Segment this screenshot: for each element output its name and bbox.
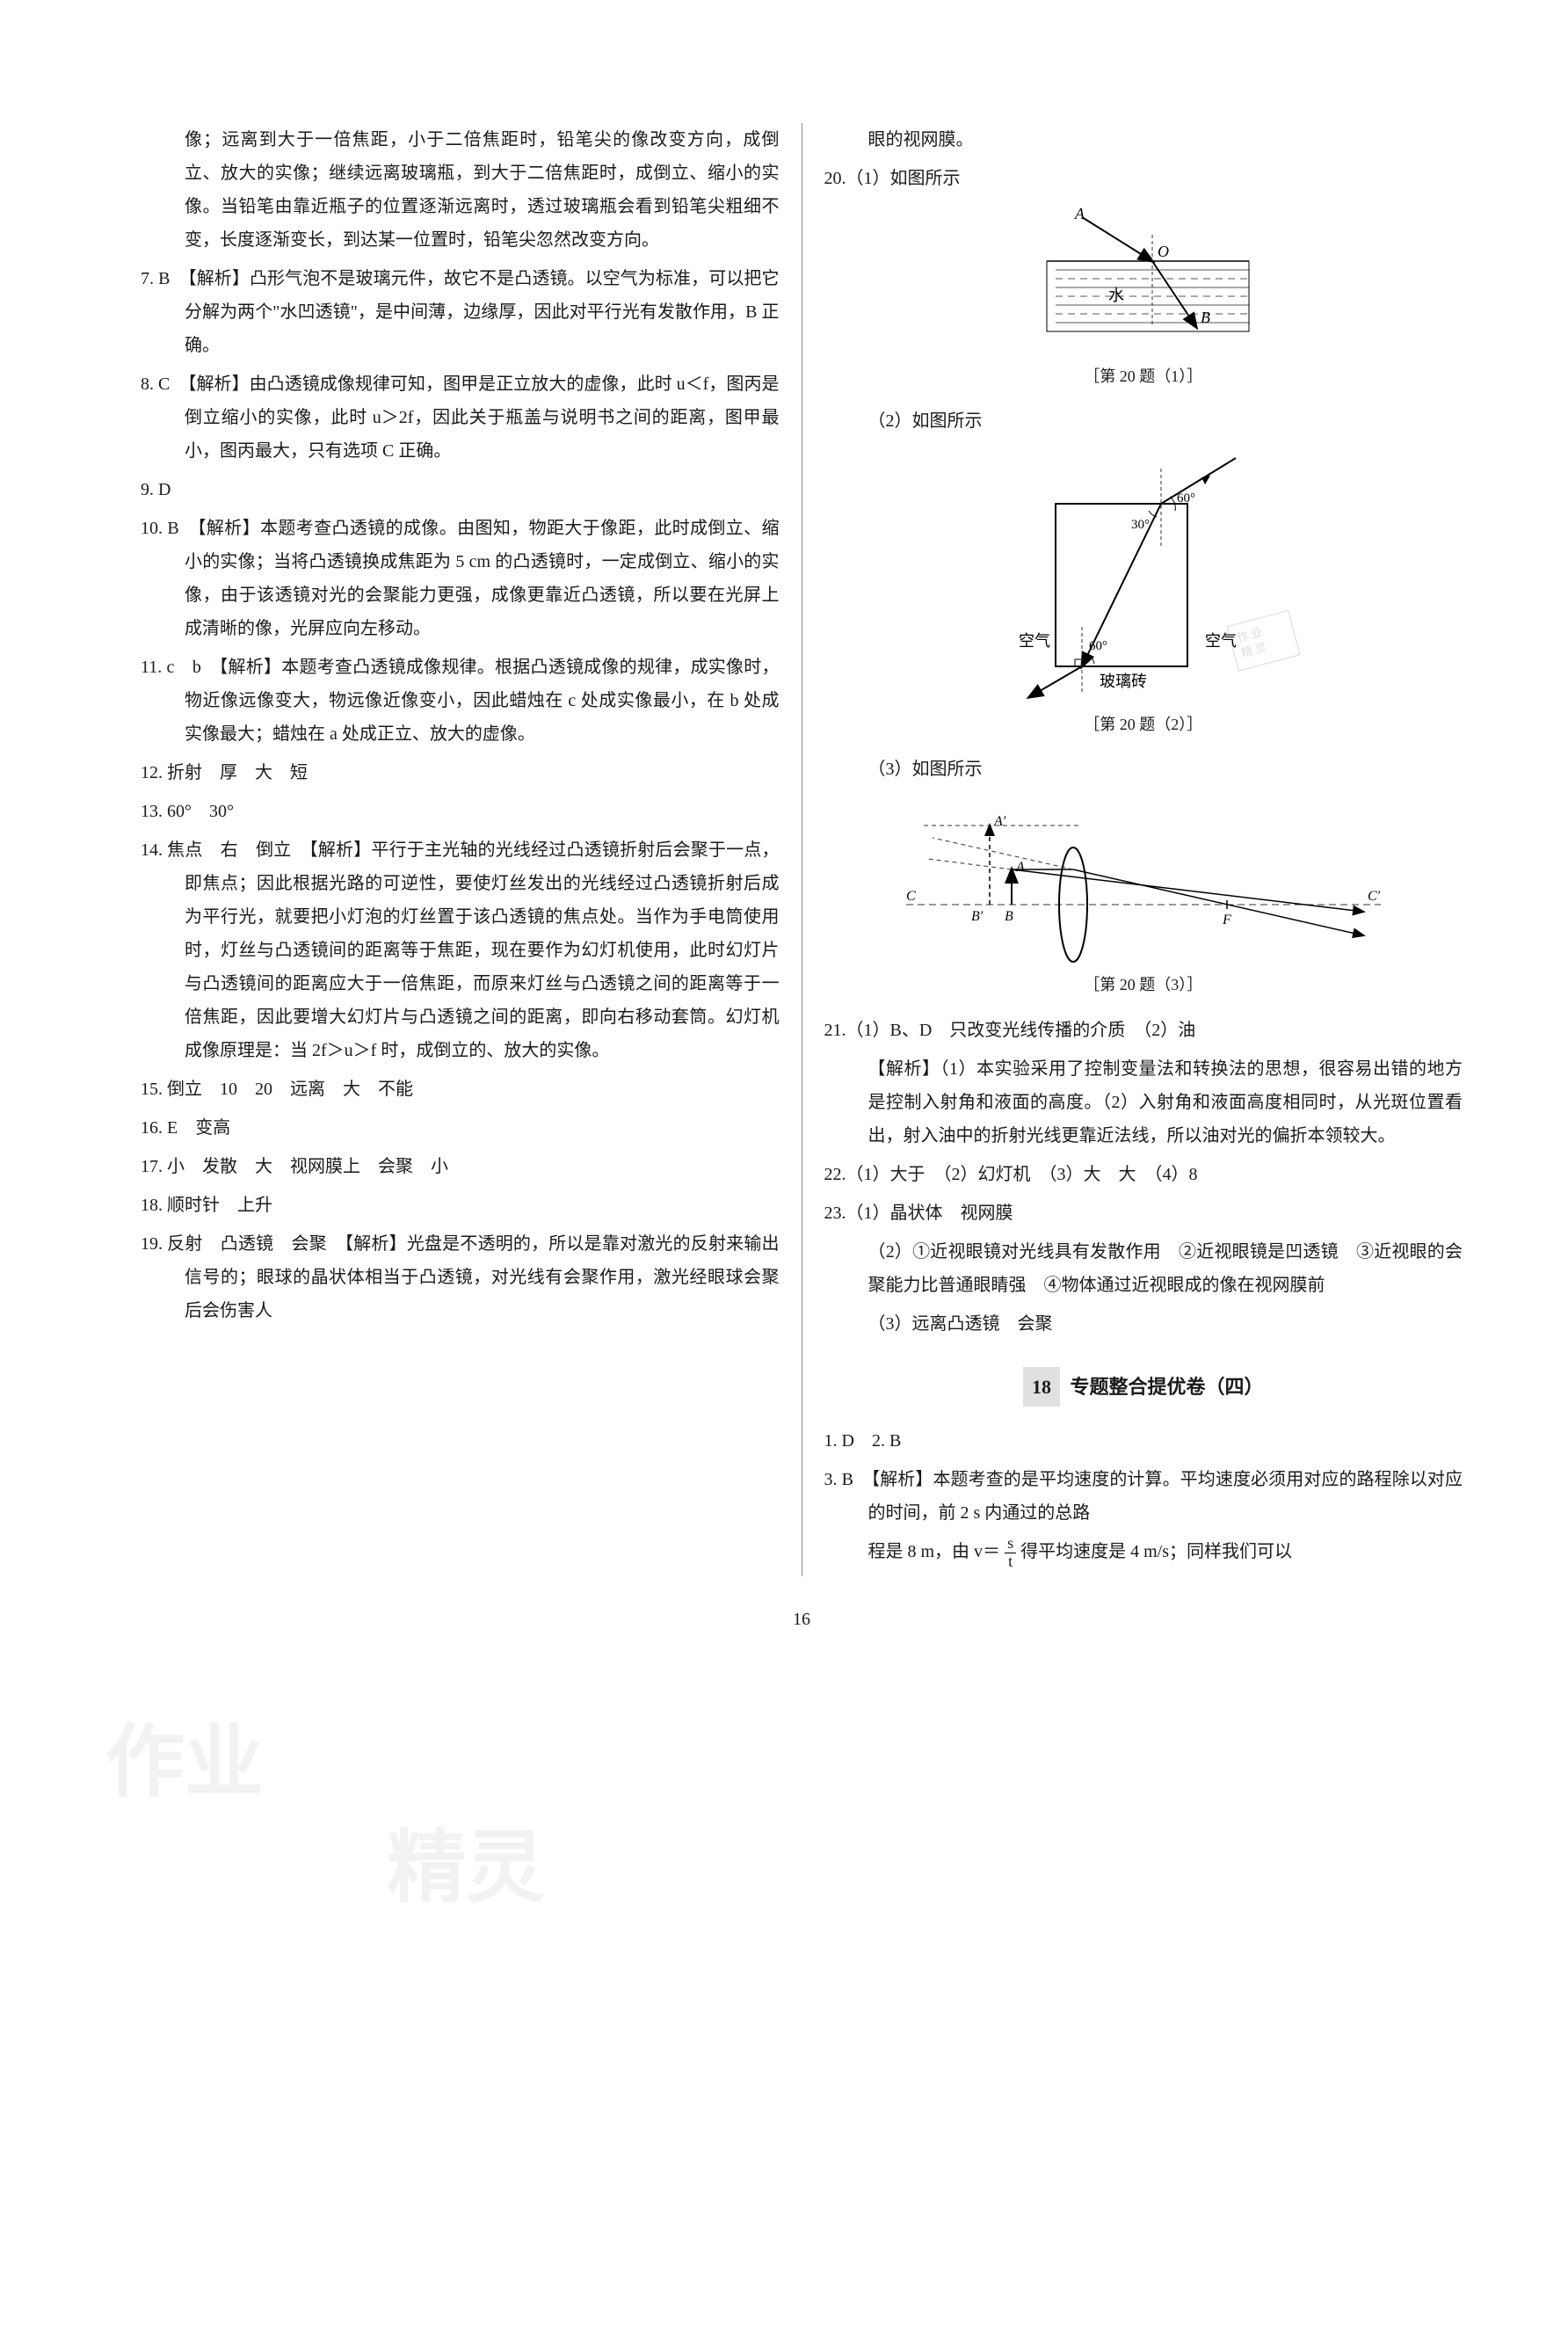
svg-text:精 灵: 精 灵	[1239, 641, 1267, 660]
q13: 13. 60° 30°	[141, 795, 780, 828]
svg-text:A: A	[1074, 208, 1085, 222]
q19: 19. 反射 凸透镜 会聚 【解析】光盘是不透明的，所以是靠对激光的反射来输出信…	[141, 1227, 780, 1327]
q23-3: （3）远离凸透镜 会聚	[824, 1307, 1463, 1341]
q15: 15. 倒立 10 20 远离 大 不能	[141, 1073, 780, 1106]
s18-q3b: 程是 8 m，由 v＝ s t 得平均速度是 4 m/s；同样我们可以	[824, 1535, 1463, 1571]
refraction-water-svg: A O B 水	[1020, 208, 1267, 358]
svg-text:A: A	[1015, 860, 1025, 875]
svg-text:30°: 30°	[1131, 518, 1150, 532]
left-continuation: 像；远离到大于一倍焦距，小于二倍焦距时，铅笔尖的像改变方向，成倒立、放大的实像；…	[141, 123, 780, 257]
svg-text:60°: 60°	[1089, 639, 1107, 653]
svg-text:B: B	[1005, 909, 1013, 924]
fig-20-3-caption: ［第 20 题（3）］	[824, 970, 1463, 1000]
svg-text:A′: A′	[993, 814, 1006, 829]
q17: 17. 小 发散 大 视网膜上 会聚 小	[141, 1150, 780, 1183]
two-column-layout: 像；远离到大于一倍焦距，小于二倍焦距时，铅笔尖的像改变方向，成倒立、放大的实像；…	[141, 123, 1463, 1576]
svg-text:B: B	[1201, 309, 1210, 326]
q16: 16. E 变高	[141, 1111, 780, 1145]
section-18-num: 18	[1023, 1367, 1060, 1407]
s18-q3a: 3. B 【解析】本题考查的是平均速度的计算。平均速度必须用对应的路程除以对应的…	[824, 1463, 1463, 1530]
q23-1: 23.（1）晶状体 视网膜	[824, 1196, 1463, 1230]
q14: 14. 焦点 右 倒立 【解析】平行于主光轴的光线经过凸透镜折射后会聚于一点，即…	[141, 833, 780, 1067]
q11: 11. c b 【解析】本题考查凸透镜成像规律。根据凸透镜成像的规律，成实像时，…	[141, 651, 780, 751]
svg-text:O: O	[1158, 243, 1169, 260]
right-column: 眼的视网膜。 20.（1）如图所示	[802, 123, 1463, 1576]
s18-q1-2: 1. D 2. B	[824, 1424, 1463, 1458]
svg-text:C′: C′	[1368, 889, 1381, 904]
section-18-name: 专题整合提优卷（四）	[1070, 1376, 1263, 1398]
s18-q3b-post: 得平均速度是 4 m/s；同样我们可以	[1020, 1542, 1292, 1561]
q23-2: （2）①近视眼镜对光线具有发散作用 ②近视眼镜是凹透镜 ③近视眼的会聚能力比普通…	[824, 1235, 1463, 1302]
lens-ray-svg: A B A′ B′ C C′ F	[897, 799, 1390, 966]
svg-text:B′: B′	[971, 909, 984, 924]
figure-20-2: 60° 30° 60° 空气 空气 玻璃砖 作 业 精 灵 ［第 20 题（2）…	[824, 451, 1463, 739]
figure-20-3: A B A′ B′ C C′ F	[824, 799, 1463, 1000]
fraction-s-over-t: s t	[1005, 1535, 1016, 1571]
figure-20-1: A O B 水 ［第 20 题（1）］	[824, 208, 1463, 391]
q20-2-text: （2）如图所示	[824, 404, 1463, 438]
q21-analysis: 【解析】（1）本实验采用了控制变量法和转换法的思想，很容易出错的地方是控制入射角…	[824, 1052, 1463, 1153]
watermark-1: 作业	[105, 1688, 264, 1838]
q20-3-text: （3）如图所示	[824, 753, 1463, 786]
glass-block-svg: 60° 30° 60° 空气 空气 玻璃砖 作 业 精 灵	[985, 451, 1302, 706]
svg-text:水: 水	[1108, 287, 1124, 304]
svg-text:玻璃砖: 玻璃砖	[1100, 673, 1147, 690]
q8: 8. C 【解析】由凸透镜成像规律可知，图甲是正立放大的虚像，此时 u＜f，图丙…	[141, 367, 780, 468]
q7: 7. B 【解析】凸形气泡不是玻璃元件，故它不是凸透镜。以空气为标准，可以把它分…	[141, 262, 780, 362]
svg-text:60°: 60°	[1177, 491, 1195, 505]
q12: 12. 折射 厚 大 短	[141, 756, 780, 789]
q18: 18. 顺时针 上升	[141, 1189, 780, 1222]
q10: 10. B 【解析】本题考查凸透镜的成像。由图知，物距大于像距，此时成倒立、缩小…	[141, 512, 780, 645]
right-continuation: 眼的视网膜。	[824, 123, 1463, 156]
page-number: 16	[141, 1603, 1463, 1636]
s18-q3b-pre: 程是 8 m，由 v＝	[868, 1542, 1001, 1561]
svg-text:C: C	[906, 889, 916, 904]
q21: 21.（1）B、D 只改变光线传播的介质 （2）油	[824, 1014, 1463, 1047]
frac-den: t	[1005, 1553, 1016, 1571]
section-18-title: 18 专题整合提优卷（四）	[824, 1367, 1463, 1407]
left-column: 像；远离到大于一倍焦距，小于二倍焦距时，铅笔尖的像改变方向，成倒立、放大的实像；…	[141, 123, 802, 1576]
fig-20-1-caption: ［第 20 题（1）］	[824, 361, 1463, 391]
watermark-2: 精灵	[387, 1793, 545, 1944]
svg-text:空气: 空气	[1205, 632, 1237, 650]
q22: 22.（1）大于 （2）幻灯机 （3）大 大 （4）8	[824, 1158, 1463, 1191]
q20-1-text: 20.（1）如图所示	[824, 162, 1463, 195]
q9: 9. D	[141, 473, 780, 506]
frac-num: s	[1005, 1535, 1016, 1553]
fig-20-2-caption: ［第 20 题（2）］	[824, 709, 1463, 739]
svg-text:F: F	[1222, 913, 1231, 927]
svg-text:空气: 空气	[1019, 632, 1050, 650]
